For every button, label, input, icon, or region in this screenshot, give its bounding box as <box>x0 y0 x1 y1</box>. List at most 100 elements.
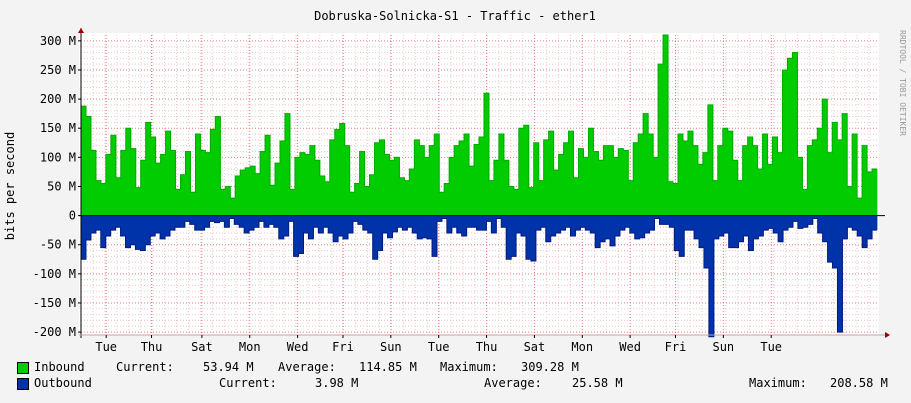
inbound-bar <box>867 171 873 216</box>
outbound-bar <box>234 215 240 225</box>
outbound-bar <box>194 215 201 231</box>
inbound-bar <box>200 150 206 216</box>
inbound-bar <box>578 148 584 216</box>
inbound-bar <box>737 180 744 216</box>
inbound-bar <box>807 145 813 216</box>
inbound-bar <box>454 145 460 216</box>
outbound-bar <box>525 215 532 260</box>
inbound-bar <box>369 174 375 216</box>
inbound-bar <box>588 128 594 216</box>
outbound-bar <box>481 215 487 231</box>
outbound-bar <box>451 215 458 228</box>
inbound-bar <box>613 157 619 216</box>
outbound-bar <box>357 215 364 225</box>
outbound-bar <box>293 215 299 257</box>
outbound-bar <box>461 215 468 236</box>
inbound-bar <box>359 151 365 216</box>
inbound-bar <box>394 157 400 216</box>
inbound-bar <box>837 139 843 216</box>
inbound-bar <box>673 183 679 216</box>
inbound-bar <box>563 142 569 216</box>
inbound-outline <box>81 34 877 199</box>
inbound-bar <box>329 139 336 216</box>
outbound-bar <box>684 215 690 231</box>
outbound-bar <box>545 215 552 242</box>
y-tick-label: 100 M <box>40 150 76 164</box>
inbound-bar <box>742 145 749 216</box>
outbound-bar <box>308 215 314 239</box>
inbound-bar <box>339 123 346 216</box>
inbound-bar <box>314 160 321 216</box>
outbound-bar <box>689 215 695 231</box>
inbound-bar <box>852 134 858 216</box>
inbound-bar <box>145 122 152 216</box>
chart-title: Dobruska-Solnicka-S1 - Traffic - ether1 <box>314 9 596 23</box>
outbound-bar <box>644 215 650 234</box>
inbound-bar <box>250 166 256 216</box>
watermark-text: RRDTOOL / TOBI OETIKER <box>898 30 907 136</box>
inbound-bar <box>732 160 739 216</box>
outbound-bar <box>530 215 537 262</box>
outbound-bar <box>254 215 260 228</box>
y-tick-label: -100 M <box>33 267 76 281</box>
inbound-maximum-label: Maximum: <box>440 360 498 374</box>
outbound-bar <box>278 215 285 239</box>
outbound-bar <box>169 215 176 231</box>
inbound-bar <box>543 139 550 216</box>
outbound-bar <box>511 215 517 257</box>
outbound-bar <box>797 215 804 229</box>
outbound-label: Outbound <box>34 376 92 390</box>
inbound-bar <box>105 154 112 216</box>
outbound-bar <box>516 215 522 234</box>
outbound-bar <box>506 215 512 260</box>
inbound-bar <box>294 157 301 216</box>
outbound-bar <box>372 215 379 260</box>
inbound-bar <box>275 163 281 216</box>
inbound-bar <box>832 122 838 216</box>
inbound-bar <box>389 160 395 216</box>
inbound-bar <box>220 189 226 216</box>
outbound-bar <box>382 215 388 234</box>
inbound-bar <box>767 164 773 216</box>
outbound-current-value: 3.98 M <box>315 376 359 390</box>
inbound-bar <box>160 154 166 216</box>
inbound-bar <box>668 181 674 216</box>
y-tick-label: 50 M <box>47 179 76 193</box>
outbound-bar <box>827 215 833 263</box>
inbound-bar <box>802 189 808 216</box>
outbound-bar <box>807 215 814 225</box>
outbound-bar <box>184 215 191 222</box>
inbound-bar <box>553 170 560 216</box>
outbound-bar <box>214 215 220 223</box>
outbound-bar <box>768 215 774 229</box>
outbound-bar <box>575 215 581 231</box>
outbound-bar <box>610 215 616 246</box>
inbound-bar <box>130 148 137 216</box>
outbound-bar <box>145 215 151 245</box>
outbound-bar <box>283 215 290 236</box>
outbound-bar <box>743 215 749 236</box>
inbound-bar <box>618 148 624 216</box>
y-tick-label: 0 <box>69 209 76 223</box>
outbound-bar <box>402 215 408 231</box>
outbound-bar <box>674 215 680 251</box>
x-tick-label: Sun <box>380 340 402 354</box>
inbound-bar <box>623 150 629 216</box>
inbound-bar <box>115 177 122 216</box>
x-tick-label: Mon <box>571 340 593 354</box>
outbound-bar <box>229 215 235 219</box>
inbound-bar <box>210 129 216 216</box>
outbound-bar <box>407 215 413 228</box>
inbound-bar <box>100 183 107 216</box>
outbound-bar <box>90 215 97 234</box>
inbound-bar <box>687 131 694 216</box>
x-tick-label: Tue <box>760 340 782 354</box>
y-axis-arrow <box>78 28 84 33</box>
inbound-bar <box>722 128 729 216</box>
outbound-bar <box>679 215 685 257</box>
outbound-bar <box>328 215 334 234</box>
inbound-bar <box>95 180 102 216</box>
outbound-bar <box>605 215 611 239</box>
y-tick-label: 150 M <box>40 121 76 135</box>
